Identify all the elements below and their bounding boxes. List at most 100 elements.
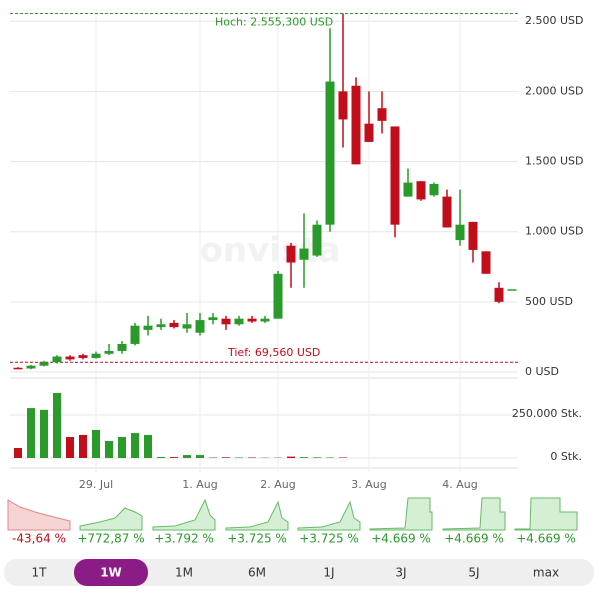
volume-bar — [183, 455, 191, 458]
candle-body — [144, 326, 153, 330]
y-tick-label: 250.000 Stk. — [512, 407, 582, 420]
candle-body — [391, 126, 400, 224]
candle-body — [365, 124, 374, 142]
performance-label: +772,87 % — [77, 532, 144, 546]
volume-bar — [66, 437, 74, 458]
sparkline — [515, 498, 577, 530]
y-tick-label: 1.500 USD — [525, 155, 584, 168]
candle-body — [118, 344, 127, 351]
sparkline — [8, 500, 70, 530]
candle-body — [235, 319, 244, 325]
candle-body — [482, 251, 491, 273]
candle-body — [404, 183, 413, 197]
candle-body — [417, 181, 426, 199]
candle-body — [508, 289, 517, 291]
candle-body — [53, 357, 62, 363]
performance-label: +3.792 % — [154, 532, 214, 546]
volume-bar — [53, 393, 61, 458]
candle-body — [469, 222, 478, 250]
volume-bar — [92, 430, 100, 458]
volume-bar — [170, 457, 178, 458]
sparkline — [226, 502, 288, 530]
candle-body — [339, 91, 348, 119]
volume-bar — [131, 433, 139, 458]
candle-body — [287, 246, 296, 263]
volume-bar — [79, 435, 87, 458]
volume-bar — [287, 457, 295, 458]
candle-body — [157, 324, 166, 327]
candle-body — [222, 319, 231, 325]
candle-body — [274, 274, 283, 319]
y-tick-label: 1.000 USD — [525, 225, 584, 238]
tab[interactable]: 5J — [468, 566, 479, 580]
low-label: Tief: 69,560 USD — [227, 346, 320, 359]
candle-body — [378, 108, 387, 121]
volume-bar — [222, 457, 230, 458]
candle-body — [14, 368, 23, 370]
tab[interactable]: 1T — [32, 566, 48, 580]
sparklines — [8, 498, 577, 530]
volume-bar — [118, 437, 126, 458]
volume-bar — [209, 457, 217, 458]
candle-body — [92, 354, 101, 358]
volume-bar — [196, 455, 204, 458]
tab[interactable]: 6M — [248, 566, 266, 580]
volume-bar — [157, 457, 165, 458]
tab[interactable]: 3J — [395, 566, 406, 580]
candle-body — [430, 184, 439, 195]
x-tick-label: 29. Jul — [79, 478, 113, 491]
performance-label: +3.725 % — [227, 532, 287, 546]
y-tick-label: 2.000 USD — [525, 84, 584, 97]
tab[interactable]: 1J — [323, 566, 334, 580]
performance-label: +4.669 % — [371, 532, 431, 546]
candle-body — [79, 355, 88, 358]
candle-body — [248, 319, 257, 322]
x-tick-label: 2. Aug — [260, 478, 295, 491]
tab[interactable]: 1M — [175, 566, 193, 580]
candle-body — [352, 86, 361, 165]
candle-body — [326, 82, 335, 225]
x-tick-label: 1. Aug — [182, 478, 217, 491]
y-tick-label: 0 Stk. — [550, 450, 582, 463]
candle-body — [209, 317, 218, 320]
performance-label: -43,64 % — [12, 532, 66, 546]
candle-body — [495, 288, 504, 302]
y-tick-label: 0 USD — [525, 365, 559, 378]
volume-bar — [40, 410, 48, 458]
performance-label: +4.669 % — [516, 532, 576, 546]
volume-bar — [326, 457, 334, 458]
performance-label: +4.669 % — [444, 532, 504, 546]
candle-body — [183, 324, 192, 328]
candle-body — [456, 225, 465, 240]
volume-bar — [27, 408, 35, 458]
candle-body — [40, 362, 49, 366]
x-tick-label: 3. Aug — [351, 478, 386, 491]
sparkline — [370, 498, 432, 530]
candle-body — [27, 366, 36, 369]
sparkline — [153, 500, 215, 530]
volume-bar — [313, 457, 321, 458]
tab[interactable]: max — [533, 566, 559, 580]
tab[interactable]: 1W — [100, 566, 122, 580]
candle-body — [261, 319, 270, 322]
sparkline — [80, 508, 142, 530]
y-tick-label: 2.500 USD — [525, 14, 584, 27]
volume-bar — [339, 457, 347, 458]
high-label: Hoch: 2.555,300 USD — [215, 15, 333, 28]
volume-bar — [300, 457, 308, 458]
volume-bar — [14, 448, 22, 458]
volume-bar — [235, 457, 243, 458]
candle-body — [443, 197, 452, 228]
sparkline — [443, 498, 505, 530]
candle-body — [300, 249, 309, 260]
x-tick-label: 4. Aug — [442, 478, 477, 491]
candle-body — [131, 326, 140, 344]
performance-label: +3.725 % — [299, 532, 359, 546]
y-tick-label: 500 USD — [525, 295, 573, 308]
candle-body — [196, 320, 205, 333]
candle-body — [170, 323, 179, 327]
candle-body — [66, 357, 75, 360]
candle-body — [105, 351, 114, 354]
